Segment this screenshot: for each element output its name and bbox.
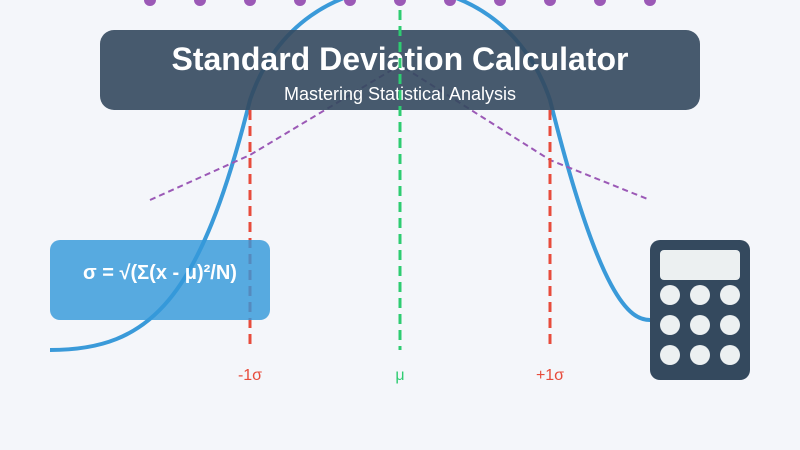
calculator-key bbox=[660, 315, 680, 335]
decorative-dot bbox=[494, 0, 506, 6]
decorative-dot bbox=[394, 0, 406, 6]
calculator-key bbox=[690, 285, 710, 305]
decorative-dot bbox=[294, 0, 306, 6]
calculator-key bbox=[720, 315, 740, 335]
decorative-dot bbox=[544, 0, 556, 6]
formula-text: σ = √(Σ(x - μ)²/N) bbox=[83, 262, 237, 284]
calculator-key bbox=[720, 345, 740, 365]
calculator-key bbox=[690, 345, 710, 365]
calculator-key bbox=[690, 315, 710, 335]
decorative-dot bbox=[594, 0, 606, 6]
formula-box bbox=[50, 240, 270, 320]
calculator-display bbox=[660, 250, 740, 280]
calculator-key bbox=[660, 345, 680, 365]
decorative-dot bbox=[194, 0, 206, 6]
decorative-dot bbox=[144, 0, 156, 6]
mean-label: μ bbox=[395, 367, 404, 384]
top-dots-row bbox=[144, 0, 656, 6]
decorative-dot bbox=[644, 0, 656, 6]
calculator-keypad bbox=[660, 285, 740, 365]
calculator-icon bbox=[650, 240, 750, 380]
decorative-dot bbox=[344, 0, 356, 6]
calculator-key bbox=[660, 285, 680, 305]
title-panel bbox=[100, 30, 700, 110]
minus-sigma-label: -1σ bbox=[238, 367, 262, 384]
decorative-dot bbox=[244, 0, 256, 6]
decorative-dot bbox=[444, 0, 456, 6]
calculator-key bbox=[720, 285, 740, 305]
plus-sigma-label: +1σ bbox=[536, 367, 564, 384]
